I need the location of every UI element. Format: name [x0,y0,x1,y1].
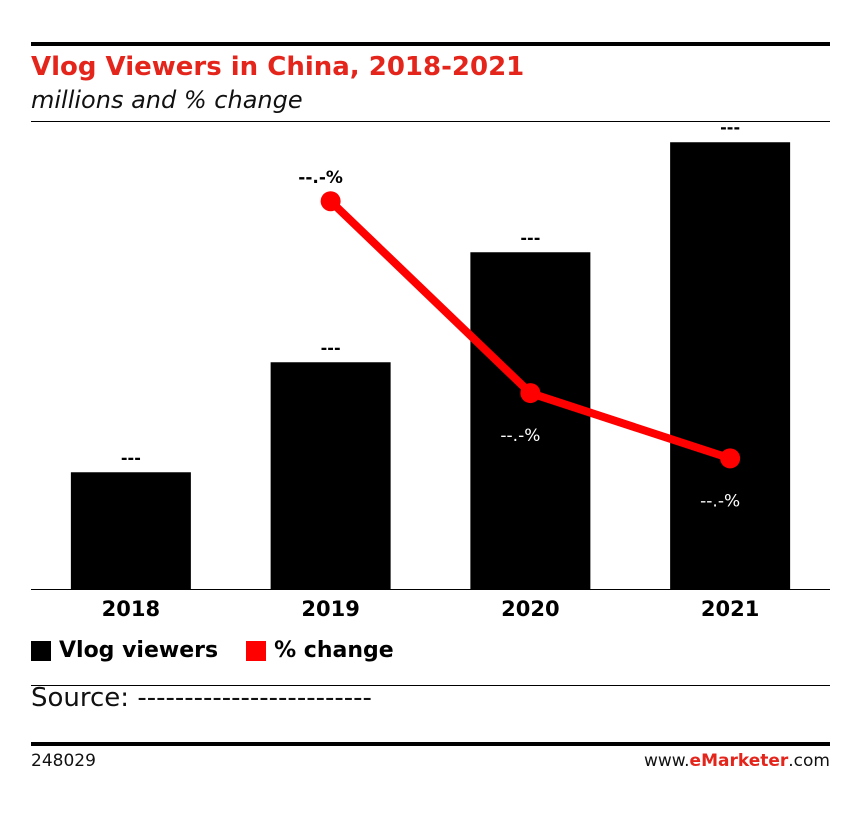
bar-value-label-2019: --- [321,338,341,357]
brand-prefix: www. [643,751,690,771]
chart-title: Vlog Viewers in China, 2018-2021 [31,52,525,82]
subtitle-rule [31,121,830,122]
brand-link[interactable]: www.eMarketer.com [644,751,830,771]
chart-plot: --- 2018 --- 2019 --- 2020 --- 2021 --.-% --.-% --… [31,118,830,621]
change-label-2020: --.-% [500,426,540,446]
bottom-rule [31,742,830,746]
bar-value-label-2018: --- [121,448,141,467]
x-tick-label-2020: 2020 [501,597,559,621]
bar-2019 [270,362,391,589]
legend-item-bars: Vlog viewers [31,638,218,663]
bar-value-label-2020: --- [520,228,540,247]
legend-item-line: % change [246,638,394,663]
bar-2020 [470,252,591,589]
change-point-2019 [320,191,341,212]
bar-2018 [70,472,191,589]
chart-subtitle: millions and % change [31,86,303,114]
bar-value-label-2021: --- [720,118,740,137]
x-tick-label-2018: 2018 [102,597,160,621]
source-text: Source: ------------------------- [31,683,372,713]
legend-swatch-line [246,640,267,661]
brand-name: eMarketer [689,751,789,771]
change-label-2021: --.-% [700,491,740,511]
legend-label-line: % change [274,638,394,663]
legend-swatch-bars [31,640,51,661]
legend: Vlog viewers % change [31,638,422,663]
source-rule [31,685,830,686]
top-rule [31,42,830,46]
legend-label-bars: Vlog viewers [59,638,219,663]
x-tick-label-2019: 2019 [301,597,359,621]
bar-2021 [670,142,791,589]
change-point-2020 [520,383,541,404]
change-point-2021 [720,448,741,469]
x-tick-label-2021: 2021 [701,597,759,621]
chart-id: 248029 [31,751,96,771]
change-label-2019: --.-% [298,168,343,188]
brand-suffix: .com [788,751,830,771]
